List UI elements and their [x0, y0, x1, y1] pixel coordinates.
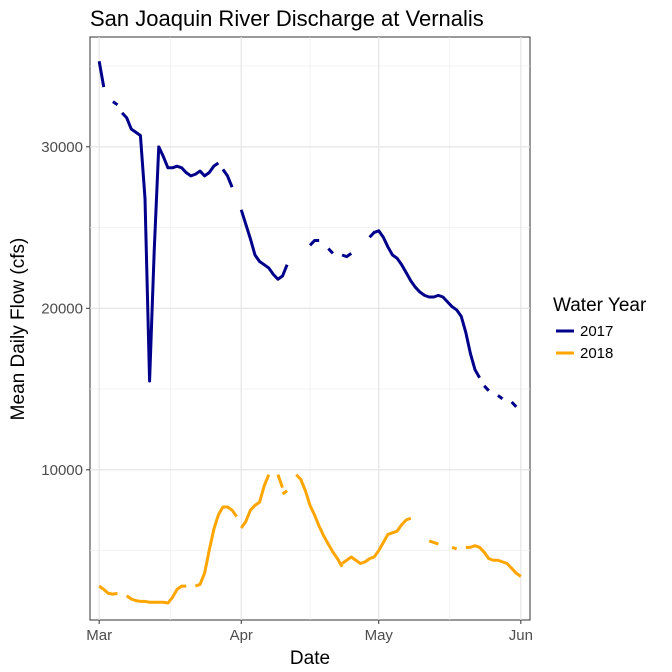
x-tick-label: Apr [230, 627, 253, 644]
series-line-2017 [308, 238, 320, 247]
series-line-2017 [239, 209, 289, 281]
series-line-2017 [112, 100, 119, 107]
series-line-2018 [276, 474, 284, 489]
legend-label-2018: 2018 [580, 345, 613, 362]
grid-minor [90, 37, 530, 620]
series-line-2018 [341, 516, 412, 565]
x-tick-label: Jun [509, 627, 533, 644]
series-line-2018 [428, 539, 439, 546]
series-line-2018 [281, 489, 288, 496]
series-line-2018 [295, 473, 344, 568]
series-2017 [97, 60, 518, 408]
series-2018 [98, 473, 522, 605]
series-line-2018 [240, 474, 271, 529]
series-line-2018 [98, 584, 118, 596]
y-tick-label: 10000 [41, 462, 83, 479]
series-line-2017 [120, 111, 220, 383]
legend: Water Year 2017 2018 [553, 295, 647, 362]
x-axis-title: Date [290, 648, 330, 669]
series-line-2017 [97, 60, 106, 88]
series-line-2017 [327, 247, 335, 255]
chart-title: San Joaquin River Discharge at Vernalis [90, 6, 484, 31]
series-line-2018 [194, 505, 238, 588]
x-tick-label: Mar [86, 627, 112, 644]
series-line-2017 [510, 400, 518, 408]
y-axis: 10000 20000 30000 [41, 139, 90, 479]
legend-label-2017: 2017 [580, 323, 613, 340]
legend-title: Water Year [553, 295, 647, 316]
series-line-2017 [221, 168, 234, 188]
y-axis-title: Mean Daily Flow (cfs) [8, 238, 29, 421]
series-line-2017 [341, 252, 353, 259]
x-axis: Mar Apr May Jun [86, 620, 533, 644]
x-tick-label: May [365, 627, 394, 644]
y-tick-label: 30000 [41, 139, 83, 156]
series-line-2017 [483, 384, 490, 392]
series-line-2018 [451, 545, 458, 551]
series-line-2018 [125, 584, 187, 605]
series-line-2018 [465, 544, 522, 578]
y-tick-label: 20000 [41, 300, 83, 317]
series-layer [97, 60, 522, 605]
series-line-2017 [368, 229, 481, 379]
series-line-2017 [497, 394, 504, 400]
